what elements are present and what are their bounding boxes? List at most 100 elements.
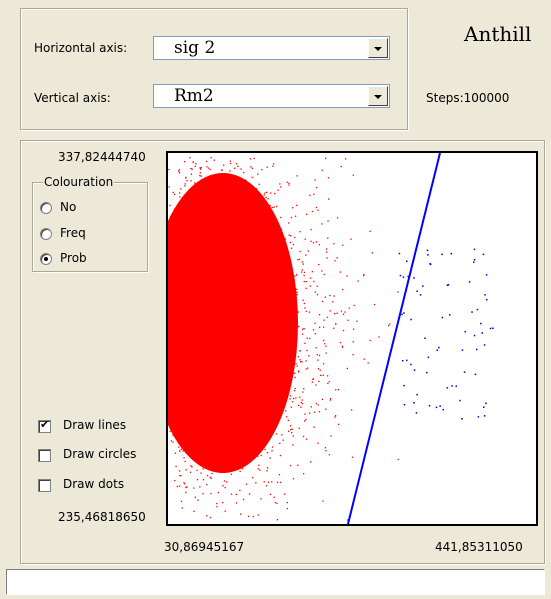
- horizontal-axis-select[interactable]: sig 2: [153, 36, 390, 60]
- red-point: [242, 255, 244, 257]
- chevron-down-icon[interactable]: [368, 38, 388, 58]
- red-point: [209, 316, 211, 318]
- scatter-plot[interactable]: [166, 151, 538, 526]
- blue-point: [481, 332, 483, 334]
- blue-point: [461, 349, 464, 351]
- red-point: [198, 269, 200, 271]
- red-point: [219, 305, 222, 307]
- red-point: [185, 314, 187, 316]
- red-point: [202, 265, 204, 267]
- red-point: [189, 436, 191, 438]
- red-point: [181, 339, 184, 341]
- draw-lines-label[interactable]: Draw lines: [63, 418, 127, 432]
- red-point: [353, 304, 355, 307]
- red-point: [200, 404, 202, 406]
- red-point: [236, 359, 238, 361]
- red-point: [211, 303, 213, 305]
- red-point: [188, 252, 190, 254]
- blue-point: [398, 252, 401, 255]
- draw-dots-label[interactable]: Draw dots: [63, 477, 125, 491]
- draw-lines-checkbox[interactable]: [38, 418, 51, 433]
- red-point: [189, 368, 191, 370]
- red-point: [262, 286, 264, 288]
- red-point: [266, 313, 268, 315]
- red-point: [309, 194, 311, 197]
- red-point: [264, 311, 266, 313]
- red-point: [223, 317, 225, 319]
- red-point: [241, 297, 244, 299]
- red-point: [173, 330, 175, 332]
- red-point: [228, 287, 230, 289]
- draw-circles-checkbox[interactable]: [38, 449, 51, 462]
- red-point: [206, 347, 208, 349]
- red-point: [219, 262, 221, 264]
- draw-circles-label[interactable]: Draw circles: [63, 447, 137, 461]
- red-point: [218, 309, 220, 311]
- red-point: [206, 249, 208, 251]
- vertical-axis-select[interactable]: Rm2: [153, 84, 390, 108]
- red-point: [168, 411, 170, 413]
- red-point: [222, 502, 224, 504]
- red-point: [251, 167, 253, 169]
- red-point: [199, 387, 201, 390]
- red-point: [171, 328, 173, 331]
- radio-no-label[interactable]: No: [60, 200, 77, 214]
- red-point: [224, 355, 226, 357]
- red-point: [270, 302, 273, 304]
- blue-point: [489, 327, 492, 330]
- radio-prob[interactable]: [40, 253, 52, 265]
- radio-freq[interactable]: [40, 228, 52, 240]
- red-point: [216, 502, 218, 505]
- red-point: [229, 377, 231, 379]
- red-point: [194, 435, 196, 437]
- radio-freq-label[interactable]: Freq: [60, 226, 86, 240]
- red-point: [214, 433, 216, 435]
- red-point: [321, 169, 323, 171]
- red-point: [254, 284, 256, 286]
- red-point: [231, 198, 233, 200]
- red-point: [188, 312, 191, 314]
- draw-dots-checkbox[interactable]: [38, 479, 51, 492]
- red-point: [233, 420, 235, 422]
- red-point: [252, 515, 255, 518]
- red-point: [301, 269, 303, 271]
- red-point: [178, 354, 180, 357]
- chevron-down-icon[interactable]: [368, 86, 388, 106]
- red-point: [218, 310, 220, 312]
- red-point: [172, 360, 174, 362]
- radio-no[interactable]: [40, 202, 52, 214]
- red-point: [242, 336, 244, 338]
- red-point: [262, 410, 264, 412]
- red-point: [204, 373, 206, 375]
- red-point: [190, 267, 192, 270]
- red-point: [226, 320, 228, 322]
- red-point: [328, 198, 330, 200]
- red-point: [300, 271, 303, 273]
- red-point: [280, 264, 282, 266]
- red-point: [185, 432, 187, 435]
- red-point: [205, 227, 208, 229]
- red-point: [270, 331, 272, 333]
- red-point: [279, 334, 282, 336]
- red-point: [183, 413, 186, 415]
- red-point: [192, 358, 194, 360]
- red-point: [241, 334, 243, 336]
- red-point: [257, 303, 259, 305]
- red-point: [240, 332, 242, 334]
- red-point: [282, 439, 284, 441]
- red-point: [303, 302, 305, 305]
- red-point: [279, 285, 282, 288]
- red-point: [178, 368, 180, 370]
- red-point: [190, 336, 193, 338]
- red-point: [247, 201, 249, 203]
- radio-prob-label[interactable]: Prob: [60, 251, 87, 265]
- red-point: [248, 314, 251, 316]
- red-point: [258, 414, 261, 416]
- blue-point: [416, 393, 418, 396]
- red-point: [229, 170, 231, 172]
- red-point: [203, 260, 205, 262]
- red-point: [224, 396, 226, 398]
- red-point: [225, 388, 227, 390]
- red-point: [190, 257, 192, 259]
- red-point: [235, 275, 237, 277]
